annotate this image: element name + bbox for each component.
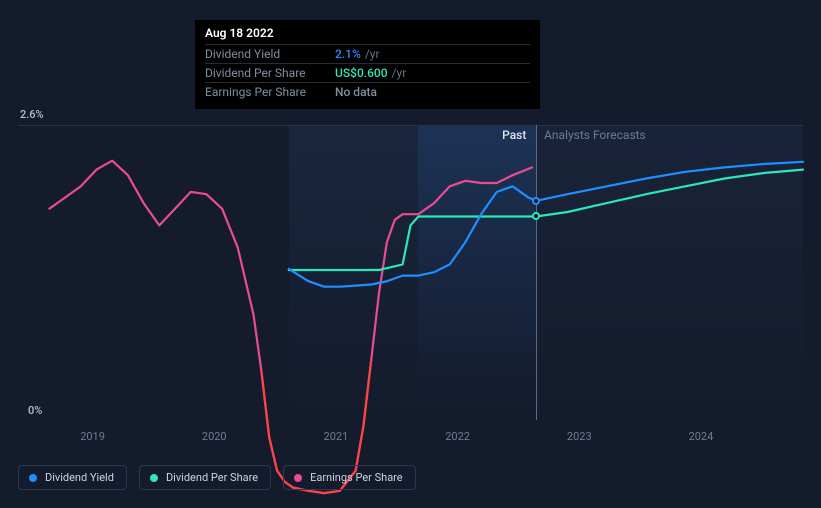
tooltip-row: Dividend Per ShareUS$0.600/yr	[205, 63, 530, 82]
legend-item[interactable]: Earnings Per Share	[283, 465, 416, 490]
chart-area[interactable]: 2.6% 0%	[18, 110, 803, 415]
x-axis: 2019 2020 2021 2022 2023 2024	[18, 430, 803, 450]
tooltip-row: Earnings Per ShareNo data	[205, 82, 530, 101]
x-tick: 2024	[689, 430, 714, 443]
tooltip-unit: /yr	[365, 47, 380, 61]
legend-dot	[150, 474, 158, 482]
x-tick: 2020	[202, 430, 227, 443]
legend-dot	[294, 474, 302, 482]
tooltip-label: Dividend Yield	[205, 47, 335, 61]
legend-label: Dividend Per Share	[166, 471, 258, 484]
x-tick: 2023	[567, 430, 592, 443]
data-point-marker	[532, 197, 540, 205]
tooltip: Aug 18 2022 Dividend Yield2.1%/yrDividen…	[195, 20, 540, 109]
legend: Dividend Yield Dividend Per Share Earnings…	[18, 465, 416, 490]
tooltip-date: Aug 18 2022	[205, 26, 530, 40]
legend-item[interactable]: Dividend Yield	[18, 465, 127, 490]
tooltip-unit: /yr	[392, 66, 407, 80]
legend-label: Earnings Per Share	[310, 471, 403, 484]
y-axis-min: 0%	[28, 404, 42, 417]
data-point-marker	[532, 212, 540, 220]
tooltip-value: US$0.600	[335, 66, 388, 80]
legend-item[interactable]: Dividend Per Share	[139, 465, 271, 490]
x-tick: 2022	[445, 430, 470, 443]
y-axis-max: 2.6%	[20, 108, 44, 121]
tooltip-value: 2.1%	[335, 47, 361, 61]
tooltip-value: No data	[335, 85, 377, 99]
tooltip-label: Earnings Per Share	[205, 85, 335, 99]
legend-label: Dividend Yield	[45, 471, 114, 484]
tooltip-label: Dividend Per Share	[205, 66, 335, 80]
tooltip-row: Dividend Yield2.1% /yr	[205, 44, 530, 63]
legend-dot	[29, 474, 37, 482]
x-tick: 2019	[80, 430, 105, 443]
x-tick: 2021	[324, 430, 349, 443]
